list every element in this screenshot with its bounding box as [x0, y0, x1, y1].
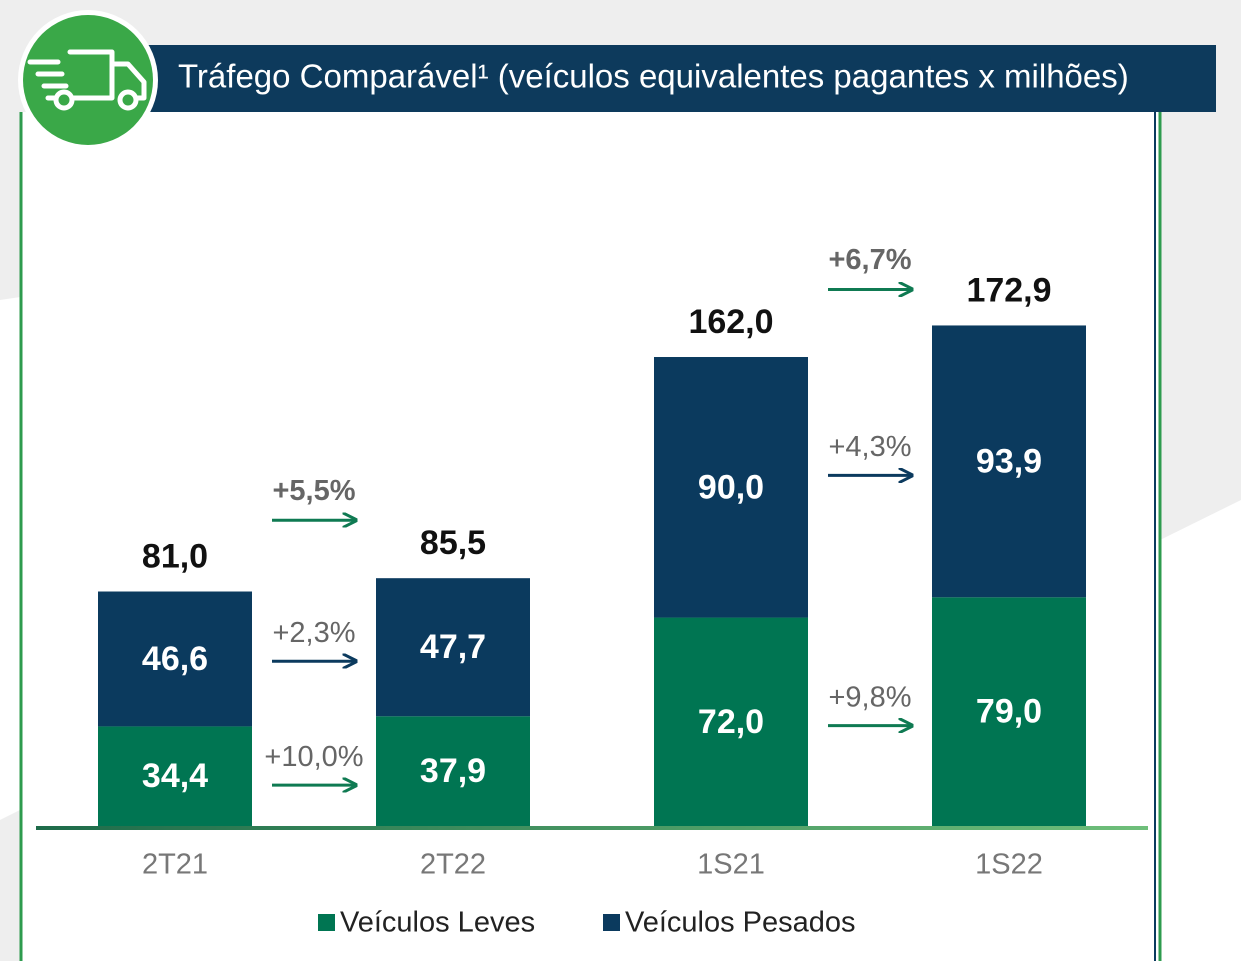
bar-segment — [98, 726, 252, 826]
baseline — [36, 826, 1148, 830]
growth-label: +5,5% — [272, 475, 355, 507]
total-label: 81,0 — [142, 537, 208, 575]
legend-label: Veículos Leves — [340, 907, 535, 939]
bar-segment — [654, 617, 808, 826]
legend-swatch — [603, 914, 620, 931]
legend-swatch — [318, 914, 335, 931]
x-tick-label: 1S21 — [697, 849, 765, 881]
header-bar — [140, 45, 1216, 112]
legend: Veículos Leves Veículos Pesados — [318, 907, 856, 939]
value-label: 93,9 — [976, 442, 1042, 480]
bar-segment — [98, 591, 252, 727]
value-label: 37,9 — [420, 752, 486, 790]
bar-segment — [932, 325, 1086, 598]
truck-icon — [27, 49, 147, 111]
growth-label: +4,3% — [828, 431, 911, 463]
total-label: 172,9 — [966, 271, 1051, 309]
x-tick-label: 2T21 — [142, 849, 208, 881]
value-label: 72,0 — [698, 703, 764, 741]
icon — [23, 15, 153, 145]
x-tick-label: 2T22 — [420, 849, 486, 881]
chart-title: Tráfego Comparável¹ (veículos equivalent… — [178, 58, 1129, 95]
total-label: 162,0 — [688, 303, 773, 341]
bar-segment — [932, 597, 1086, 826]
growth-label: +6,7% — [828, 244, 911, 276]
value-label: 47,7 — [420, 628, 486, 666]
total-label: 85,5 — [420, 524, 486, 562]
value-label: 90,0 — [698, 468, 764, 506]
bar-segment — [376, 716, 530, 826]
x-tick-label: 1S22 — [975, 849, 1043, 881]
growth-label: +2,3% — [272, 617, 355, 649]
growth-label: +9,8% — [828, 681, 911, 713]
bar-segment — [376, 578, 530, 717]
value-label: 34,4 — [142, 757, 208, 795]
value-label: 46,6 — [142, 640, 208, 678]
legend-label: Veículos Pesados — [625, 907, 856, 939]
value-label: 79,0 — [976, 693, 1042, 731]
growth-label: +10,0% — [264, 741, 363, 773]
bar-segment — [654, 357, 808, 618]
